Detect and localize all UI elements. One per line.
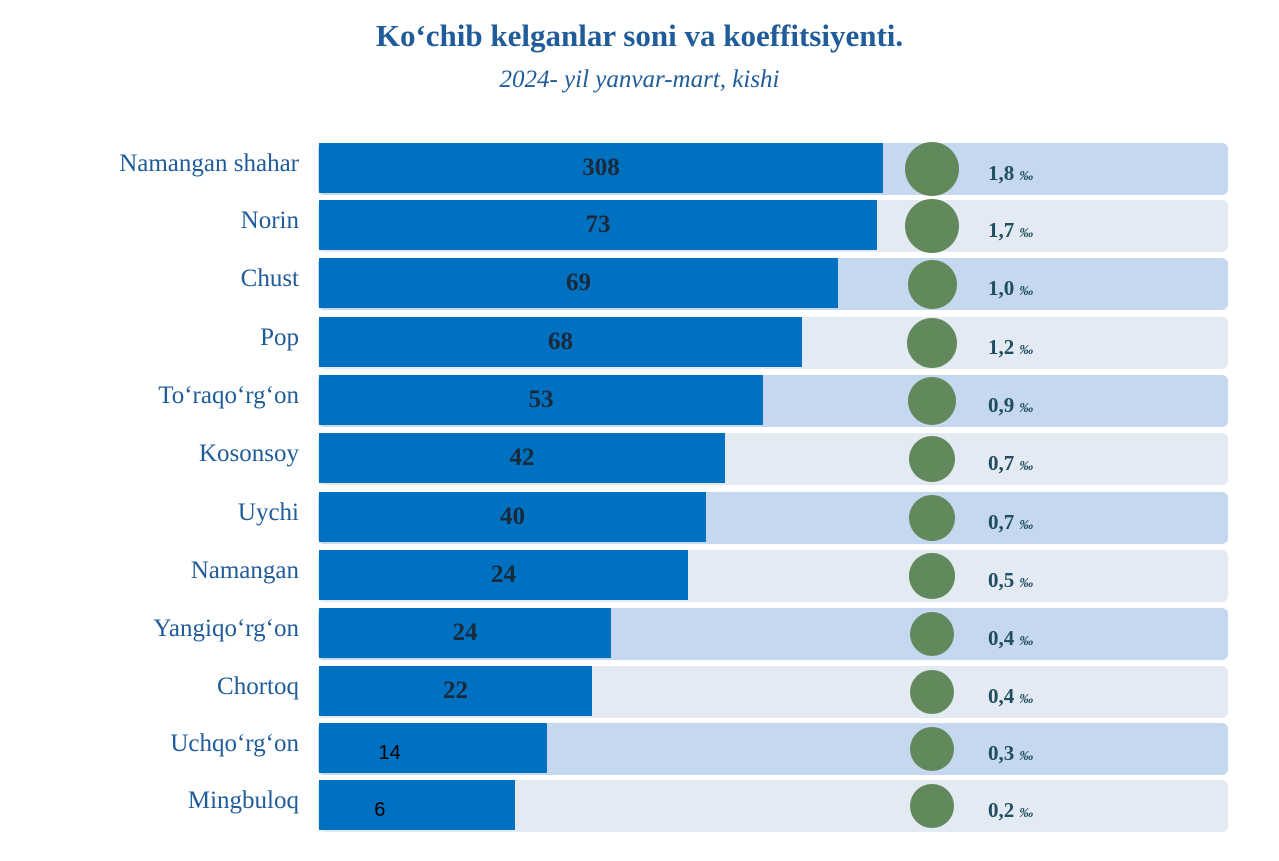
bar [319,143,883,193]
category-label: Yangiqo‘rg‘on [153,615,299,642]
category-label: Kosonsoy [198,440,299,467]
bar-value-label: 14 [378,742,401,764]
bar [319,375,763,425]
coefficient-unit: ‰ [1019,692,1034,707]
coefficient-unit: ‰ [1019,806,1034,821]
chart-title: Ko‘chib kelganlar soni va koeffitsiyenti… [375,18,904,53]
coefficient-unit: ‰ [1019,459,1034,474]
coefficient-value: 1,7 [988,218,1015,242]
coefficient-dot [909,611,955,657]
coefficient-value: 0,7 [988,451,1015,475]
bar [319,433,725,483]
bar-value-label: 73 [585,211,611,238]
category-label: Uchqo‘rg‘on [170,730,299,757]
coefficient-unit: ‰ [1019,169,1034,184]
coefficient-value: 0,4 [988,684,1015,708]
bar [319,608,611,658]
bar [319,492,706,542]
category-label: Chortoq [217,673,299,700]
chart-subtitle: 2024- yil yanvar-mart, kishi [499,66,780,93]
category-label: Namangan shahar [119,150,299,177]
coefficient-value: 0,4 [988,626,1015,650]
bar [319,780,515,830]
coefficient-label: 1,2 ‰ [988,335,1033,360]
coefficient-value: 1,2 [988,335,1015,359]
bar [319,550,688,600]
coefficient-label: 0,4 ‰ [988,684,1033,709]
coefficient-dot [905,199,959,253]
coefficient-unit: ‰ [1019,518,1034,533]
bar-value-label: 22 [443,677,468,704]
category-label: Pop [260,324,299,351]
bar-value-label: 24 [491,561,516,588]
coefficient-dot [907,376,957,426]
category-label: Chust [240,265,299,292]
bar [319,258,838,308]
coefficient-unit: ‰ [1019,634,1034,649]
category-label: Uychi [237,499,299,526]
category-label: Namangan [190,557,299,584]
coefficient-dot [909,726,955,772]
coefficient-dot [908,435,956,483]
coefficient-value: 0,5 [988,568,1015,592]
coefficient-unit: ‰ [1019,749,1034,764]
coefficient-value: 0,7 [988,510,1015,534]
category-label: To‘raqo‘rg‘on [158,382,299,409]
coefficient-value: 1,0 [988,276,1015,300]
coefficient-label: 0,7 ‰ [988,451,1033,476]
coefficient-unit: ‰ [1019,284,1034,299]
coefficient-label: 1,8 ‰ [988,161,1033,186]
coefficient-unit: ‰ [1019,343,1034,358]
category-label: Mingbuloq [187,787,299,814]
coefficient-label: 0,7 ‰ [988,510,1033,535]
coefficient-value: 1,8 [988,161,1015,185]
bar-value-label: 308 [582,154,620,181]
coefficient-label: 0,4 ‰ [988,626,1033,651]
coefficient-dot [906,317,958,369]
coefficient-value: 0,2 [988,798,1015,822]
coefficient-dot [907,259,957,309]
category-label: Norin [240,207,299,234]
coefficient-label: 0,5 ‰ [988,568,1033,593]
coefficient-label: 0,3 ‰ [988,741,1033,766]
bar-value-label: 42 [509,444,535,471]
bar [319,666,592,716]
coefficient-unit: ‰ [1019,401,1034,416]
bar [319,317,802,367]
coefficient-dot [910,784,954,828]
bar-value-label: 6 [374,799,386,821]
bar-value-label: 69 [566,269,591,296]
coefficient-label: 0,2 ‰ [988,798,1033,823]
bar-value-label: 24 [452,619,478,646]
coefficient-unit: ‰ [1019,226,1034,241]
coefficient-unit: ‰ [1019,576,1034,591]
coefficient-label: 1,7 ‰ [988,218,1033,243]
coefficient-value: 0,3 [988,741,1015,765]
bar-value-label: 40 [500,503,525,530]
coefficient-label: 0,9 ‰ [988,393,1033,418]
coefficient-dot [909,669,955,715]
bar-value-label: 68 [548,328,573,355]
coefficient-label: 1,0 ‰ [988,276,1033,301]
coefficient-dot [909,553,955,599]
coefficient-dot [904,141,960,197]
coefficient-value: 0,9 [988,393,1015,417]
coefficient-dot [908,494,956,542]
bar-value-label: 53 [528,386,554,413]
bar [319,723,547,773]
bar [319,200,877,250]
